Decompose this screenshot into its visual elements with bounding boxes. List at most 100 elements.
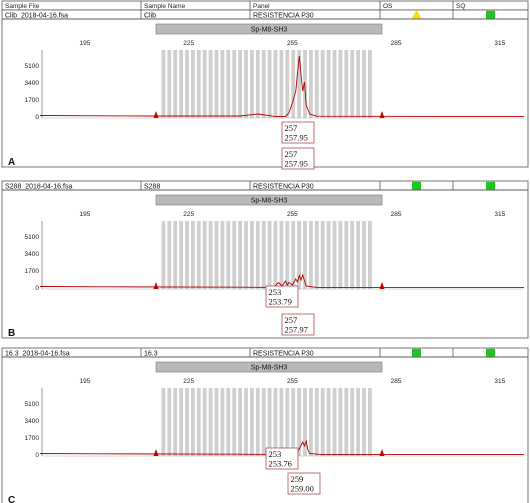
header-col-sample-name: Sample Name: [144, 3, 186, 10]
allele-bin: [303, 388, 307, 456]
allele-bin: [161, 221, 166, 289]
x-tick-label: 225: [183, 40, 194, 47]
allele-bin: [185, 50, 189, 118]
ok-square-icon: [486, 10, 495, 19]
allele-bin: [179, 388, 183, 456]
allele-bin: [332, 50, 337, 118]
peak-size-label: 257: [285, 123, 298, 133]
allele-bin: [232, 50, 237, 118]
allele-bin: [208, 221, 213, 289]
allele-bin: [362, 221, 366, 289]
allele-bin: [267, 388, 272, 456]
allele-bin: [344, 388, 349, 456]
allele-bin: [368, 388, 372, 456]
allele-bin: [232, 388, 237, 456]
allele-bin: [255, 50, 260, 118]
y-tick-label: 0: [35, 114, 39, 121]
peak-label-frame: [287, 472, 321, 495]
plot-frame: [1, 18, 529, 168]
allele-bin: [255, 388, 260, 456]
allele-bin: [214, 388, 219, 456]
peak-value-label: 259.00: [291, 484, 314, 494]
y-tick-label: 3400: [25, 418, 40, 425]
allele-bin: [196, 388, 201, 456]
panel-name: RESISTENCIA P30: [253, 184, 314, 191]
sample-name: 16.3: [144, 351, 158, 358]
allele-bin: [362, 388, 366, 456]
allele-bin: [238, 50, 242, 118]
allele-bin: [350, 388, 355, 456]
allele-bin: [368, 50, 372, 118]
panel-letter: C: [8, 495, 15, 503]
y-tick-label: 0: [35, 285, 39, 292]
allele-bin: [173, 50, 178, 118]
allele-bin: [297, 50, 301, 118]
y-tick-label: 5100: [25, 63, 40, 70]
allele-bin: [238, 221, 242, 289]
ok-square-icon: [412, 181, 421, 190]
allele-bin: [285, 388, 290, 456]
x-tick-label: 225: [183, 211, 194, 218]
allele-bin: [326, 50, 331, 118]
table-header: Sample File Sample Name Panel OS SQ: [1, 0, 529, 11]
allele-bin: [244, 221, 248, 289]
allele-bin: [297, 221, 301, 289]
panel-b: S288_2018-04-16.fsa S288 RESISTENCIA P30 Sp…: [1, 180, 529, 339]
x-tick-label: 255: [287, 378, 298, 385]
peak-size-label: 253: [269, 449, 282, 459]
size-standard-marker: [153, 449, 159, 456]
peak-label-frame: [265, 285, 299, 308]
panel-letter: A: [8, 157, 15, 168]
allele-bin: [314, 221, 319, 289]
y-tick-label: 0: [35, 452, 39, 459]
sample-file: 16.3_2018-04-16.fsa: [5, 351, 70, 358]
size-standard-marker: [379, 282, 385, 289]
marker-bar-rect: [155, 361, 383, 373]
x-tick-label: 225: [183, 378, 194, 385]
allele-bin: [226, 221, 231, 289]
allele-bin: [250, 388, 254, 456]
allele-bin: [320, 50, 325, 118]
allele-bin: [173, 388, 178, 456]
x-tick-label: 285: [391, 40, 402, 47]
marker-name: Sp-M8-SH3: [251, 365, 288, 372]
allele-bin: [214, 50, 219, 118]
allele-bin: [350, 50, 355, 118]
allele-bin: [273, 388, 278, 456]
allele-bin: [226, 50, 231, 118]
allele-bin: [285, 221, 290, 289]
allele-bin: [250, 221, 254, 289]
marker-bar: Sp-M8-SH3: [155, 361, 383, 373]
allele-bin: [196, 221, 201, 289]
x-tick-label: 315: [494, 211, 505, 218]
allele-bin: [279, 50, 284, 118]
peak-value-label: 253.76: [269, 459, 292, 469]
allele-bin: [326, 388, 331, 456]
peak-size-label: 257: [285, 149, 298, 159]
allele-bin: [338, 50, 343, 118]
trace-line: [39, 55, 524, 117]
header-col-sq: SQ: [456, 3, 465, 10]
plot-frame: [1, 356, 529, 503]
allele-bin: [344, 50, 349, 118]
allele-bin: [279, 388, 284, 456]
allele-bin: [255, 221, 260, 289]
panel-letter: B: [8, 328, 15, 339]
allele-bin: [250, 50, 254, 118]
allele-bin: [220, 50, 225, 118]
allele-bin: [238, 388, 242, 456]
allele-bin: [338, 221, 343, 289]
allele-bin: [309, 221, 313, 289]
peak-label-frame: [281, 313, 315, 336]
allele-bin: [291, 388, 296, 456]
x-tick-label: 285: [391, 211, 402, 218]
allele-bins: [161, 388, 372, 456]
allele-bin: [167, 388, 172, 456]
ok-square-icon: [486, 348, 495, 357]
y-tick-label: 3400: [25, 251, 40, 258]
allele-bin: [185, 221, 189, 289]
allele-bin: [179, 221, 183, 289]
x-tick-label: 315: [494, 40, 505, 47]
ok-square-icon: [486, 181, 495, 190]
